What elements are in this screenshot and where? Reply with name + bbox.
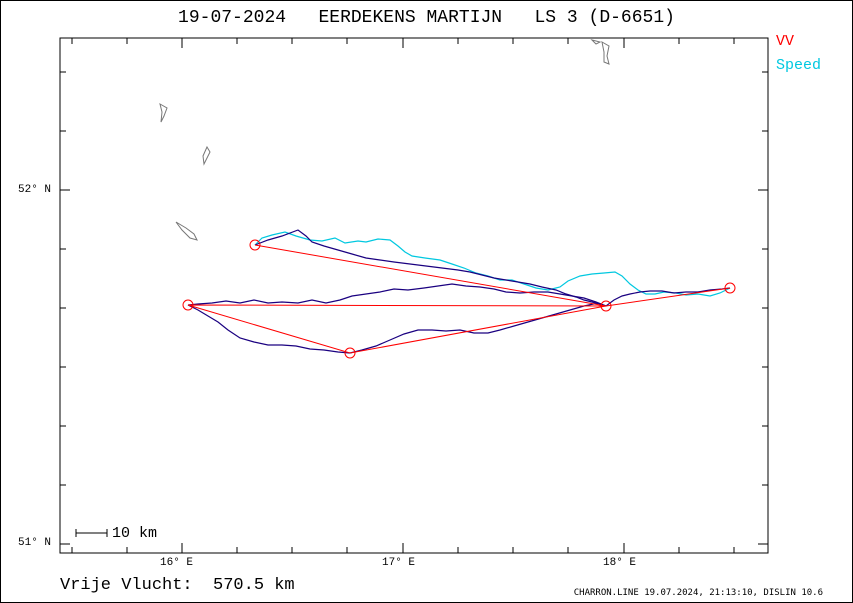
turnpoint-marker [600, 300, 612, 312]
legend-speed: Speed [776, 57, 822, 74]
turnpoint-marker [724, 282, 736, 294]
flight-track [187, 304, 351, 354]
lon-label-17: 17° E [382, 557, 416, 569]
plot-area [59, 37, 769, 554]
page-title: 19-07-2024 EERDEKENS MARTIJN LS 3 (D-665… [178, 8, 675, 28]
flight-track [187, 283, 607, 307]
lat-label-52: 52° N [18, 184, 52, 196]
turnpoint-marker [182, 299, 194, 311]
footer-credits: CHARRON.LINE 19.07.2024, 21:13:10, DISLI… [573, 588, 823, 598]
task-legs [187, 244, 731, 354]
distance-summary: Vrije Vlucht: 570.5 km [60, 576, 295, 595]
turnpoint-marker [249, 239, 261, 251]
turnpoint-marker [344, 347, 356, 359]
lat-label-51: 51° N [18, 537, 52, 549]
axis-ticks [60, 38, 768, 553]
lake-outline [159, 102, 168, 123]
lon-label-16: 16° E [160, 557, 194, 569]
scale-bar [75, 529, 108, 537]
lon-label-18: 18° E [603, 557, 637, 569]
lake-outline [590, 39, 602, 45]
scale-bar-label: 10 km [112, 525, 158, 542]
lake-outline [601, 41, 610, 65]
flight-track [254, 229, 607, 307]
lake-outline [175, 221, 198, 241]
lake-outline [202, 145, 211, 166]
flight-track [349, 287, 731, 354]
legend-vv: VV [776, 33, 795, 50]
